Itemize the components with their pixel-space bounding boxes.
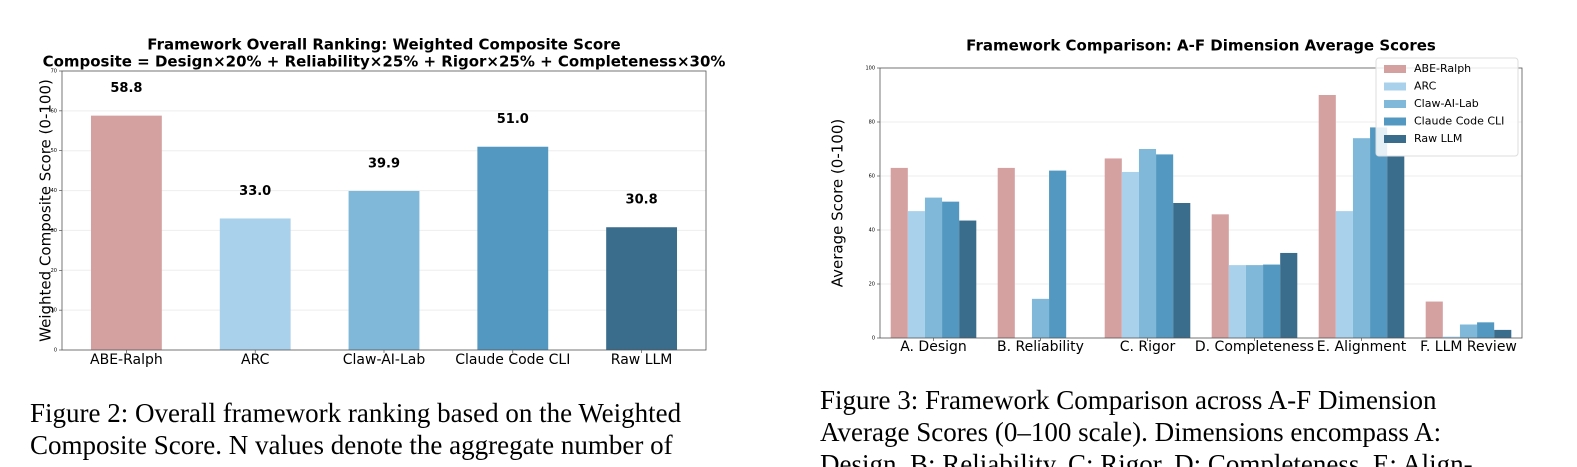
y-tick-label: 20 bbox=[51, 268, 57, 274]
bar bbox=[1211, 214, 1229, 338]
bar bbox=[959, 220, 977, 338]
bar bbox=[1173, 203, 1191, 338]
legend-box bbox=[1375, 57, 1519, 157]
x-tick-label: B. Reliability bbox=[997, 339, 1084, 355]
y-tick-label: 30 bbox=[51, 228, 57, 234]
x-tick-label: Raw LLM bbox=[611, 352, 673, 368]
bar bbox=[997, 167, 1015, 338]
legend-swatch bbox=[1384, 82, 1406, 91]
y-tick-label: 100 bbox=[865, 66, 875, 72]
value-label: 39.9 bbox=[368, 156, 400, 171]
x-tick-label: D. Completeness bbox=[1195, 339, 1314, 355]
x-tick-label: E. Alignment bbox=[1317, 339, 1407, 355]
bar bbox=[1104, 158, 1122, 338]
legend-label: Claude Code CLI bbox=[1414, 115, 1504, 128]
x-tick-label: ABE-Ralph bbox=[90, 352, 163, 368]
bar bbox=[1280, 252, 1298, 338]
legend-label: ABE-Ralph bbox=[1414, 62, 1471, 75]
bar bbox=[219, 218, 291, 350]
legend-label: Claw-AI-Lab bbox=[1414, 97, 1479, 110]
bar bbox=[1318, 95, 1336, 338]
plot-frame bbox=[61, 70, 707, 351]
bar bbox=[1494, 329, 1512, 338]
caption-line: Figure 2: Overall framework ranking base… bbox=[30, 398, 682, 428]
caption-line: Design, B: Reliability, C: Rigor, D: Com… bbox=[820, 449, 1473, 467]
bar bbox=[890, 167, 908, 338]
bar bbox=[924, 197, 943, 338]
bar bbox=[90, 115, 162, 350]
value-label: 30.8 bbox=[626, 193, 658, 208]
x-tick-label: C. Rigor bbox=[1120, 339, 1176, 355]
legend-label: Raw LLM bbox=[1414, 132, 1462, 145]
bar bbox=[1228, 265, 1246, 338]
caption-line: Average Scores (0–100 scale). Dimensions… bbox=[820, 417, 1441, 447]
plot-frame bbox=[879, 67, 1523, 339]
x-tick-label: Claw-AI-Lab bbox=[343, 352, 426, 368]
y-tick-label: 80 bbox=[869, 120, 875, 126]
chart-subtitle: Composite = Design×20% + Reliability×25%… bbox=[43, 53, 726, 71]
y-tick-label: 10 bbox=[51, 308, 57, 314]
bar bbox=[1442, 336, 1460, 338]
y-tick-label: 0 bbox=[872, 336, 875, 342]
y-tick-label: 60 bbox=[869, 174, 875, 180]
caption-line: Composite Score. N values denote the agg… bbox=[30, 430, 673, 460]
y-tick-label: 0 bbox=[54, 348, 57, 354]
bar bbox=[1245, 265, 1264, 338]
bar bbox=[1031, 298, 1050, 338]
bar bbox=[1370, 127, 1388, 339]
caption-line: Figure 3: Framework Comparison across A-… bbox=[820, 385, 1437, 415]
bar bbox=[1156, 154, 1174, 338]
y-axis-label: Average Score (0-100) bbox=[829, 119, 847, 287]
bar bbox=[1335, 211, 1353, 338]
bar bbox=[1138, 149, 1157, 338]
value-label: 51.0 bbox=[497, 112, 529, 127]
legend-swatch bbox=[1384, 117, 1406, 126]
bar bbox=[477, 146, 549, 350]
bar bbox=[1425, 301, 1443, 338]
y-tick-label: 40 bbox=[869, 228, 875, 234]
bar bbox=[348, 190, 420, 350]
bar bbox=[1263, 264, 1281, 338]
bar bbox=[1387, 155, 1405, 338]
bar bbox=[1459, 324, 1478, 338]
bar bbox=[942, 201, 960, 338]
bar bbox=[1049, 170, 1067, 338]
y-tick-label: 40 bbox=[51, 188, 57, 194]
x-tick-label: Claude Code CLI bbox=[455, 352, 570, 368]
value-label: 58.8 bbox=[110, 81, 142, 96]
legend-swatch bbox=[1384, 100, 1406, 108]
chart-title: Framework Comparison: A-F Dimension Aver… bbox=[966, 37, 1436, 55]
x-tick-label: ARC bbox=[241, 352, 270, 368]
legend-swatch bbox=[1384, 135, 1406, 143]
y-tick-label: 20 bbox=[869, 282, 875, 288]
y-tick-label: 70 bbox=[51, 69, 57, 75]
bar bbox=[1477, 322, 1495, 338]
chart-title: Framework Overall Ranking: Weighted Comp… bbox=[147, 36, 620, 54]
y-tick-label: 60 bbox=[51, 108, 57, 114]
y-axis-label: Weighted Composite Score (0-100) bbox=[37, 79, 55, 342]
bar bbox=[1352, 138, 1371, 338]
y-tick-label: 50 bbox=[51, 148, 57, 154]
legend-label: ARC bbox=[1414, 80, 1437, 93]
value-label: 33.0 bbox=[239, 184, 271, 199]
x-tick-label: A. Design bbox=[900, 339, 967, 355]
x-tick-label: F. LLM Review bbox=[1420, 339, 1517, 355]
bar bbox=[606, 227, 678, 350]
bar bbox=[907, 211, 925, 338]
legend-swatch bbox=[1384, 65, 1406, 73]
bar bbox=[1121, 171, 1139, 338]
